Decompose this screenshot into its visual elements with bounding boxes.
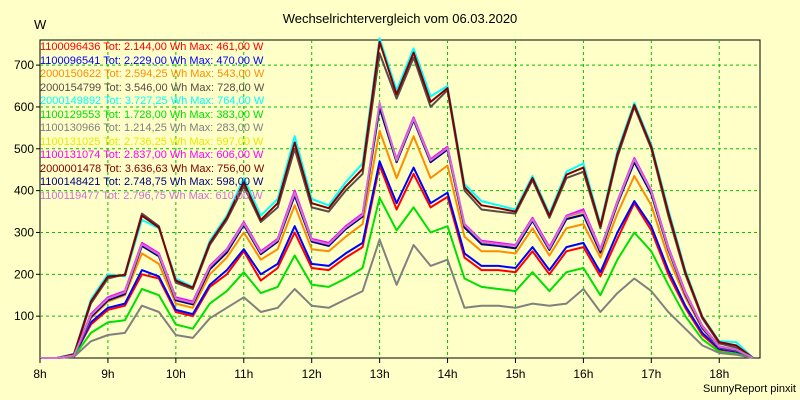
legend-entry: 1100119477 Tot: 2.796,75 Wh Max: 610,00 …: [40, 189, 263, 202]
chart-title: Wechselrichtervergleich vom 06.03.2020: [282, 11, 518, 26]
legend-entry: 1100131025 Tot: 2.736,25 Wh Max: 597,00 …: [40, 135, 264, 148]
x-tick-label: 17h: [641, 367, 661, 381]
series-line-10: [40, 40, 754, 359]
legend-entry: 1100096541 Tot: 2.229,00 Wh Max: 470,00 …: [40, 54, 264, 67]
legend-entry: 2000001478 Tot: 3.636,63 Wh Max: 756,00 …: [40, 162, 265, 175]
y-axis: 100 200 300 400 500 600 700: [14, 58, 40, 323]
legend-entry: 2000150622 Tot: 2.594,25 Wh Max: 543,00 …: [40, 68, 265, 80]
x-tick-label: 12h: [302, 367, 322, 381]
y-tick-label: 400: [14, 184, 34, 198]
series-line-6: [40, 196, 754, 359]
x-tick-label: 15h: [505, 367, 525, 381]
y-tick-label: 600: [14, 100, 34, 114]
x-tick-label: 11h: [234, 367, 253, 381]
y-tick-label: 100: [14, 309, 34, 323]
x-tick-label: 16h: [573, 367, 593, 381]
legend-entry: 1100130966 Tot: 1.214,25 Wh Max: 283,00 …: [40, 122, 264, 134]
x-tick-label: 8h: [33, 367, 46, 381]
series-line-2: [40, 160, 754, 359]
x-tick-label: 10h: [166, 367, 186, 381]
x-tick-label: 14h: [438, 367, 458, 381]
legend: 1100096436 Tot: 2.144,00 Wh Max: 461,00 …: [40, 41, 264, 203]
y-tick-label: 500: [14, 142, 34, 156]
credit-text: SunnyReport pinxit: [703, 383, 796, 395]
x-tick-label: 13h: [370, 367, 390, 381]
x-axis: 8h 9h 10h 11h 12h 13h 14h 15h 16h 17h 18h: [33, 358, 729, 381]
series-line-12: [40, 101, 754, 359]
x-tick-label: 9h: [101, 367, 114, 381]
series-line-7: [40, 238, 754, 359]
legend-entry: 2000149892 Tot: 3.727,25 Wh Max: 764,00 …: [40, 95, 265, 107]
legend-entry: 1100096436 Tot: 2.144,00 Wh Max: 461,00 …: [40, 41, 264, 53]
legend-entry: 2000154799 Tot: 3.546,00 Wh Max: 728,00 …: [40, 81, 265, 94]
series-line-3: [40, 129, 754, 359]
y-tick-label: 700: [14, 58, 34, 72]
x-tick-label: 18h: [709, 367, 729, 381]
legend-entry: 1100148421 Tot: 2.748,75 Wh Max: 598,00 …: [40, 176, 264, 188]
legend-entry: 1100129553 Tot: 1.728,00 Wh Max: 383,00 …: [40, 108, 264, 121]
legend-entry: 1100131074 Tot: 2.837,00 Wh Max: 606,00 …: [40, 149, 264, 161]
y-axis-label: W: [34, 17, 47, 32]
y-tick-label: 300: [14, 225, 34, 239]
y-tick-label: 200: [14, 267, 34, 281]
series-layer: [40, 37, 754, 359]
